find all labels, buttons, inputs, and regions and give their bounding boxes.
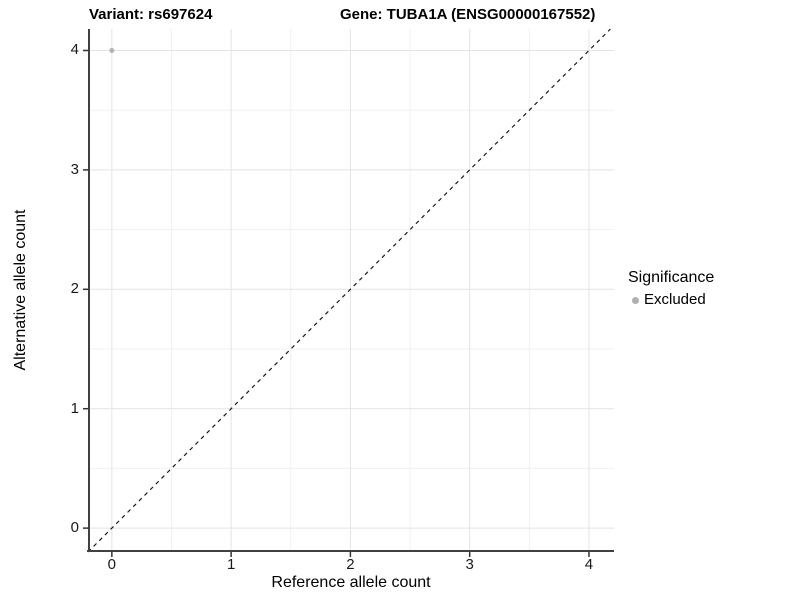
- identity-line: [87, 28, 611, 553]
- y-tick-label: 3: [70, 160, 79, 178]
- x-tick-label: 2: [346, 556, 355, 573]
- legend-title: Significance: [628, 269, 715, 286]
- plot-canvas: [83, 28, 614, 557]
- plot-panel: [83, 28, 614, 557]
- y-tick-label: 2: [70, 280, 79, 298]
- legend-point-icon: [632, 296, 639, 304]
- x-tick-label: 1: [226, 556, 236, 573]
- y-tick-label: 1: [70, 399, 79, 417]
- legend-item-label: Excluded: [644, 291, 706, 308]
- x-axis-title: Reference allele count: [271, 574, 431, 591]
- legend-item: Excluded: [628, 291, 714, 309]
- legend: Significance Excluded: [628, 268, 714, 309]
- plot-title-variant: Variant: rs697624: [89, 6, 213, 23]
- x-tick-label: 3: [465, 556, 474, 573]
- plot-title-gene: Gene: TUBA1A (ENSG00000167552): [340, 6, 596, 23]
- x-tick-label: 4: [584, 556, 594, 573]
- legend-items: Excluded: [628, 291, 714, 309]
- y-tick-label: 4: [70, 41, 79, 59]
- y-tick-label: 0: [70, 519, 79, 537]
- data-point: [109, 47, 115, 53]
- x-tick-label: 0: [107, 556, 117, 573]
